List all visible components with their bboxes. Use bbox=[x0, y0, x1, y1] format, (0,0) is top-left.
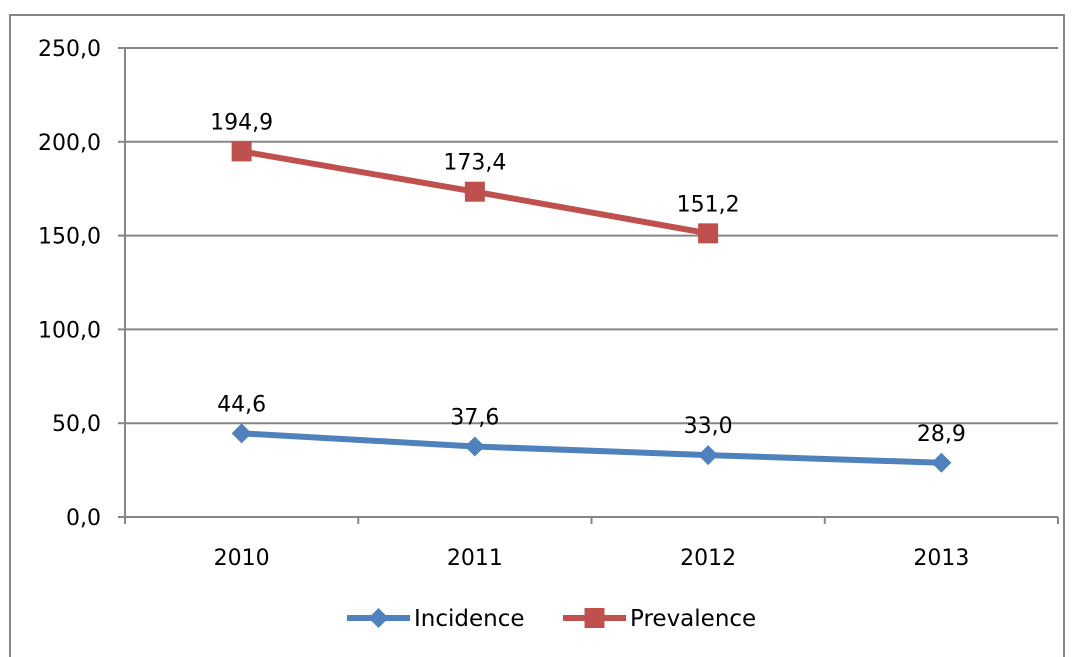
data-point bbox=[231, 141, 252, 162]
data-label: 37,6 bbox=[450, 405, 499, 430]
data-label: 33,0 bbox=[684, 414, 733, 439]
data-label: 151,2 bbox=[677, 192, 740, 217]
y-tick-label: 150,0 bbox=[38, 225, 101, 250]
data-label: 44,6 bbox=[217, 392, 266, 417]
x-tick-label: 2011 bbox=[447, 546, 503, 571]
x-tick-label: 2012 bbox=[680, 546, 736, 571]
y-tick-label: 0,0 bbox=[66, 506, 101, 531]
legend-marker bbox=[368, 608, 389, 628]
legend-marker bbox=[584, 608, 605, 628]
x-tick-label: 2010 bbox=[214, 546, 270, 571]
data-point bbox=[464, 181, 485, 202]
y-tick-label: 100,0 bbox=[38, 318, 101, 343]
data-point bbox=[698, 223, 719, 244]
y-tick-label: 200,0 bbox=[38, 131, 101, 156]
data-label: 194,9 bbox=[210, 110, 273, 135]
y-tick-label: 50,0 bbox=[52, 412, 101, 437]
data-point bbox=[931, 452, 952, 473]
x-tick-label: 2013 bbox=[913, 546, 969, 571]
data-label: 28,9 bbox=[917, 422, 966, 447]
data-point bbox=[464, 436, 485, 457]
y-tick-label: 250,0 bbox=[38, 37, 101, 62]
series-line-incidence bbox=[238, 430, 945, 466]
data-point bbox=[698, 445, 719, 466]
chart-frame bbox=[9, 14, 1065, 657]
data-point bbox=[231, 423, 252, 444]
legend-label: Prevalence bbox=[630, 606, 756, 632]
data-label: 173,4 bbox=[443, 151, 506, 176]
legend-label: Incidence bbox=[414, 606, 525, 632]
